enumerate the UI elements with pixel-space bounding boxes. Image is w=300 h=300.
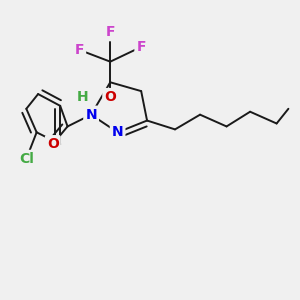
Text: Cl: Cl (19, 152, 34, 166)
Text: F: F (75, 43, 84, 57)
Text: N: N (112, 125, 123, 139)
Text: H: H (76, 90, 88, 104)
Text: O: O (104, 90, 116, 104)
Text: F: F (106, 25, 115, 39)
Text: O: O (47, 137, 59, 151)
Text: N: N (85, 108, 97, 122)
Text: F: F (136, 40, 146, 54)
